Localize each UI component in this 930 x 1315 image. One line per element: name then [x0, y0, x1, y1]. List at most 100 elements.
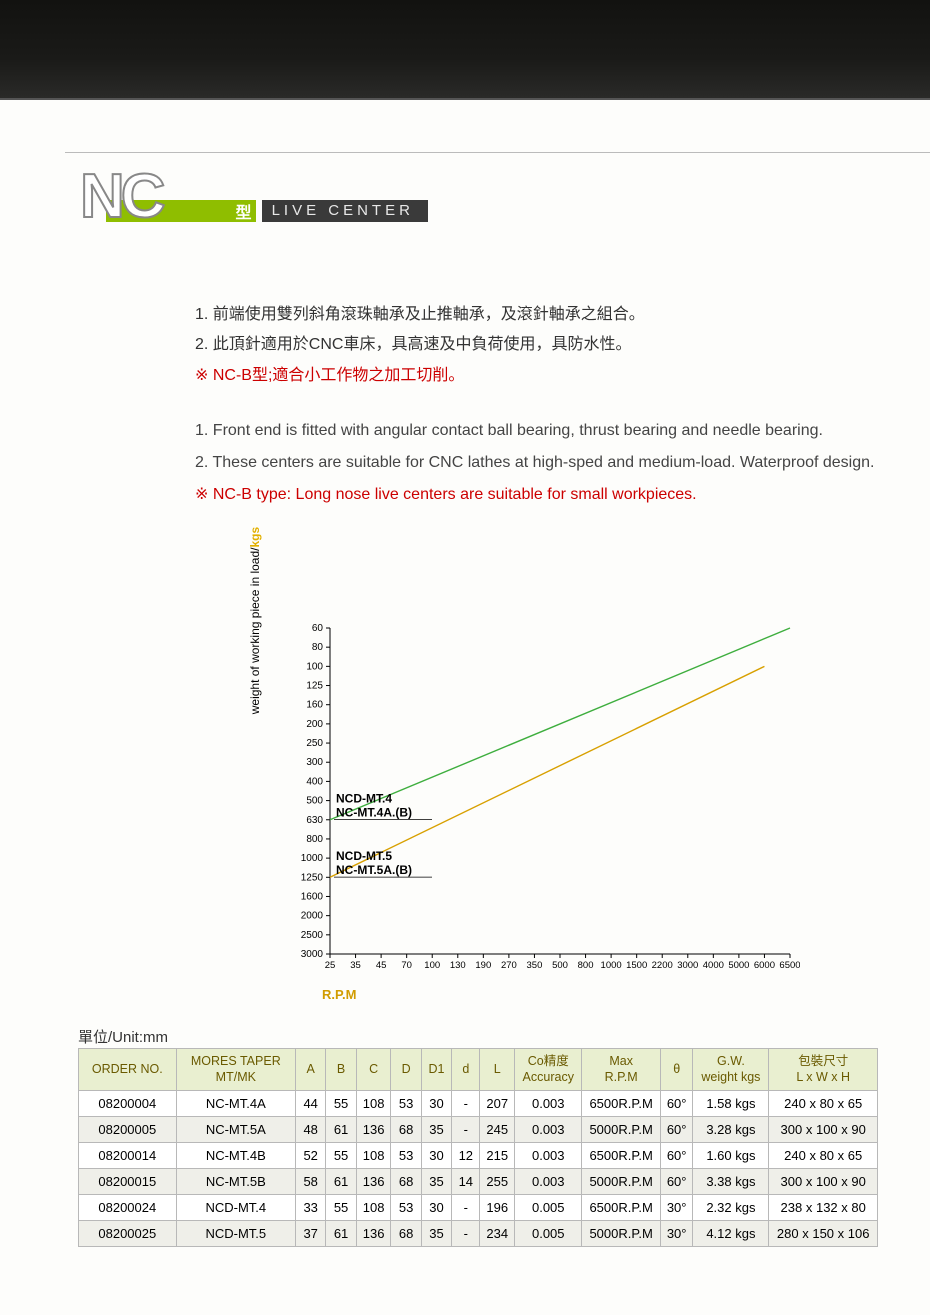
cn-type-char: 型 [236, 199, 252, 223]
table-cell: 0.003 [515, 1143, 582, 1169]
table-cell: 207 [480, 1091, 515, 1117]
table-cell: 30° [660, 1195, 693, 1221]
table-cell: 35 [421, 1221, 451, 1247]
table-cell: NC-MT.5B [176, 1169, 295, 1195]
table-cell: 108 [356, 1091, 391, 1117]
svg-text:350: 350 [527, 960, 543, 971]
table-cell: 37 [295, 1221, 325, 1247]
svg-text:1500: 1500 [626, 960, 647, 971]
table-cell: 60° [660, 1091, 693, 1117]
spec-table: ORDER NO.MORES TAPERMT/MKABCDD1dLCo精度Acc… [78, 1048, 878, 1247]
table-cell: 35 [421, 1117, 451, 1143]
table-cell: 60° [660, 1143, 693, 1169]
svg-text:1250: 1250 [301, 872, 324, 883]
table-header-cell: G.W.weight kgs [693, 1049, 769, 1091]
table-cell: 300 x 100 x 90 [769, 1117, 878, 1143]
svg-text:2000: 2000 [301, 911, 324, 922]
svg-text:2200: 2200 [652, 960, 673, 971]
table-cell: 53 [391, 1195, 421, 1221]
table-header-cell: MaxR.P.M [582, 1049, 661, 1091]
table-header-cell: MORES TAPERMT/MK [176, 1049, 295, 1091]
svg-text:100: 100 [306, 661, 323, 672]
table-header-cell: D1 [421, 1049, 451, 1091]
svg-text:4000: 4000 [703, 960, 724, 971]
table-cell: 30 [421, 1091, 451, 1117]
table-cell: 30 [421, 1195, 451, 1221]
table-cell: 0.003 [515, 1091, 582, 1117]
table-cell: 53 [391, 1143, 421, 1169]
svg-text:6000: 6000 [754, 960, 775, 971]
table-cell: 58 [295, 1169, 325, 1195]
table-cell: 60° [660, 1117, 693, 1143]
table-cell: 136 [356, 1117, 391, 1143]
chart-svg: 6080100125160200250300400500630800100012… [280, 618, 800, 978]
svg-text:100: 100 [424, 960, 440, 971]
table-cell: 53 [391, 1091, 421, 1117]
table-cell: NC-MT.5A [176, 1117, 295, 1143]
table-header-cell: B [326, 1049, 356, 1091]
svg-text:70: 70 [401, 960, 412, 971]
title-live-center: LIVE CENTER [262, 200, 428, 222]
svg-text:160: 160 [306, 700, 323, 711]
desc-cn-2: 2. 此頂針適用於CNC車床，具高速及中負荷使用，具防水性。 [195, 330, 895, 360]
description-block: 1. 前端使用雙列斜角滾珠軸承及止推軸承，及滾針軸承之組合。 2. 此頂針適用於… [195, 300, 895, 511]
svg-text:800: 800 [578, 960, 594, 971]
page-top-gradient [0, 0, 930, 100]
table-cell: NC-MT.4B [176, 1143, 295, 1169]
table-cell: 5000R.P.M [582, 1117, 661, 1143]
svg-text:25: 25 [325, 960, 336, 971]
table-header-cell: A [295, 1049, 325, 1091]
svg-text:5000: 5000 [728, 960, 749, 971]
y-axis-label: weight of working piece in load/kgs [248, 527, 262, 714]
svg-text:3000: 3000 [677, 960, 698, 971]
table-header-row: ORDER NO.MORES TAPERMT/MKABCDD1dLCo精度Acc… [79, 1049, 878, 1091]
table-cell: 238 x 132 x 80 [769, 1195, 878, 1221]
table-cell: NCD-MT.5 [176, 1221, 295, 1247]
unit-label: 單位/Unit:mm [78, 1026, 168, 1047]
table-cell: 68 [391, 1117, 421, 1143]
table-cell: 6500R.P.M [582, 1143, 661, 1169]
table-cell: 68 [391, 1169, 421, 1195]
desc-en-2: 2. These centers are suitable for CNC la… [195, 447, 895, 479]
table-cell: 12 [452, 1143, 480, 1169]
table-cell: 08200014 [79, 1143, 177, 1169]
table-cell: 240 x 80 x 65 [769, 1143, 878, 1169]
table-cell: 60° [660, 1169, 693, 1195]
table-cell: 61 [326, 1221, 356, 1247]
table-cell: 240 x 80 x 65 [769, 1091, 878, 1117]
svg-text:80: 80 [312, 642, 324, 653]
table-cell: 30 [421, 1143, 451, 1169]
table-cell: 0.005 [515, 1195, 582, 1221]
desc-en-1: 1. Front end is fitted with angular cont… [195, 415, 895, 447]
table-cell: 2.32 kgs [693, 1195, 769, 1221]
table-cell: 3.28 kgs [693, 1117, 769, 1143]
y-axis-label-unit: kgs [248, 527, 262, 548]
svg-text:NC-MT.4A.(B): NC-MT.4A.(B) [336, 806, 412, 820]
table-cell: 1.58 kgs [693, 1091, 769, 1117]
table-cell: - [452, 1221, 480, 1247]
svg-text:NCD-MT.4: NCD-MT.4 [336, 792, 392, 806]
table-cell: 08200025 [79, 1221, 177, 1247]
table-cell: 44 [295, 1091, 325, 1117]
table-row: 08200025NCD-MT.537611366835-2340.0055000… [79, 1221, 878, 1247]
title-block: NC 型 LIVE CENTER [80, 172, 428, 222]
table-header-cell: d [452, 1049, 480, 1091]
table-cell: 280 x 150 x 106 [769, 1221, 878, 1247]
table-cell: 0.003 [515, 1169, 582, 1195]
table-cell: 255 [480, 1169, 515, 1195]
svg-text:1000: 1000 [601, 960, 622, 971]
svg-text:1600: 1600 [301, 891, 324, 902]
table-cell: 08200024 [79, 1195, 177, 1221]
svg-text:130: 130 [450, 960, 466, 971]
svg-text:250: 250 [306, 738, 323, 749]
table-cell: 196 [480, 1195, 515, 1221]
table-header-cell: C [356, 1049, 391, 1091]
table-header-cell: D [391, 1049, 421, 1091]
table-cell: 245 [480, 1117, 515, 1143]
divider-line [65, 152, 930, 153]
svg-text:400: 400 [306, 776, 323, 787]
table-cell: 08200005 [79, 1117, 177, 1143]
table-cell: 14 [452, 1169, 480, 1195]
svg-text:NCD-MT.5: NCD-MT.5 [336, 849, 392, 863]
y-axis-label-text: weight of working piece in load/ [248, 548, 262, 715]
